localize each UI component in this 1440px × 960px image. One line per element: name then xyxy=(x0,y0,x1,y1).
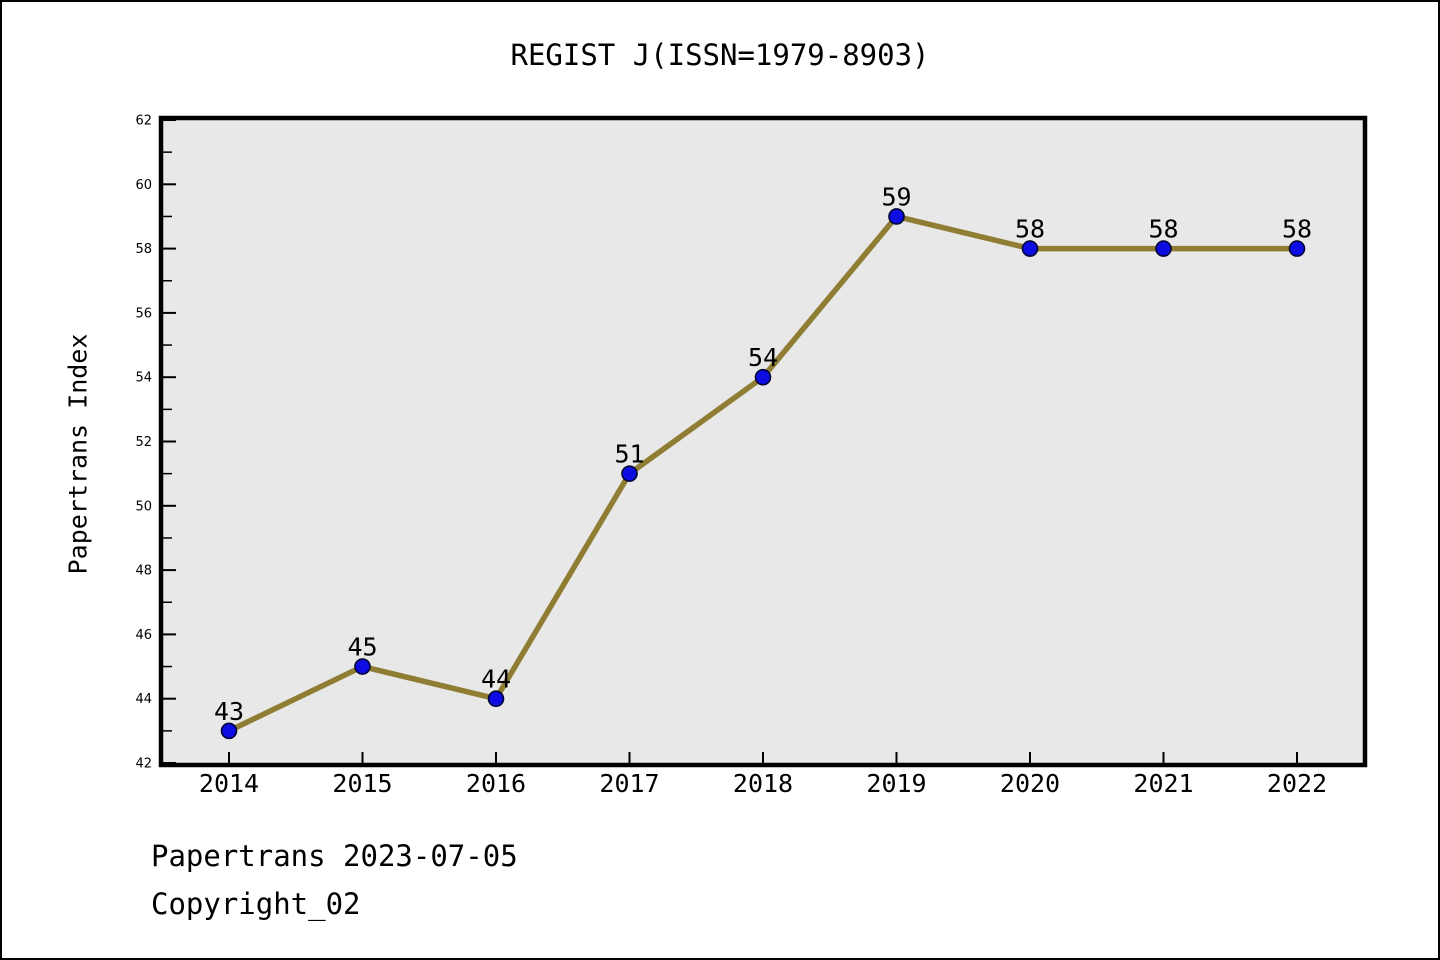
x-tick-label: 2016 xyxy=(466,769,526,798)
plot-frame xyxy=(158,115,1368,768)
y-tick-label: 54 xyxy=(135,371,152,386)
data-point xyxy=(354,658,371,675)
data-point-label: 59 xyxy=(881,182,911,211)
y-tick-label: 52 xyxy=(135,435,152,450)
y-tick-label: 56 xyxy=(135,306,152,321)
x-tick-label: 2021 xyxy=(1133,769,1193,798)
plot-area xyxy=(161,118,1365,765)
data-point xyxy=(220,722,238,740)
data-point-label: 58 xyxy=(1282,215,1312,244)
y-tick-label: 62 xyxy=(135,114,152,129)
y-tick-label: 46 xyxy=(135,628,152,643)
chart-title: REGIST J(ISSN=1979-8903) xyxy=(510,38,930,72)
data-point xyxy=(1288,240,1306,257)
footer-copyright: Copyright_02 xyxy=(151,887,361,921)
x-tick-label: 2019 xyxy=(866,769,926,798)
y-tick-label: 42 xyxy=(135,757,152,772)
y-tick-label: 48 xyxy=(135,564,152,579)
footer-date: Papertrans 2023-07-05 xyxy=(151,839,518,873)
data-point-label: 58 xyxy=(1148,215,1178,244)
data-point xyxy=(1155,240,1172,257)
x-tick-label: 2014 xyxy=(199,769,259,798)
data-point xyxy=(487,690,505,708)
data-point-label: 45 xyxy=(347,633,377,662)
data-point xyxy=(621,465,638,482)
x-tick-label: 2018 xyxy=(733,769,793,798)
y-tick-label: 44 xyxy=(135,692,152,707)
x-tick-label: 2020 xyxy=(1000,769,1060,798)
x-tick-label: 2017 xyxy=(599,769,659,798)
data-point xyxy=(888,208,905,225)
data-point-label: 54 xyxy=(748,343,778,372)
data-point-label: 44 xyxy=(481,665,511,694)
x-tick-label: 2022 xyxy=(1267,769,1327,798)
data-point xyxy=(754,368,772,386)
y-tick-label: 50 xyxy=(135,499,152,514)
x-tick-label: 2015 xyxy=(332,769,392,798)
data-point-label: 43 xyxy=(214,697,244,726)
y-tick-label: 58 xyxy=(135,242,152,257)
data-point-label: 58 xyxy=(1015,215,1045,244)
y-tick-label: 60 xyxy=(135,178,152,193)
data-point xyxy=(1021,240,1039,257)
data-point-label: 51 xyxy=(614,440,644,469)
